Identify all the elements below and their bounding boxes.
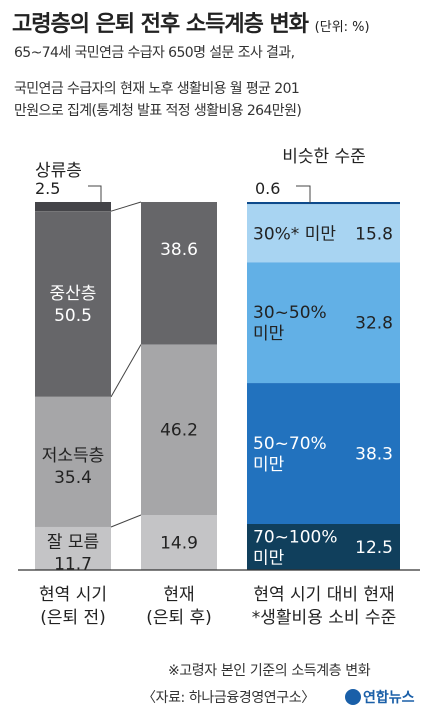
category-label-3-2: *생활비용 소비 수준 [252, 608, 396, 628]
label-spending-4-1: 70~100% [253, 528, 337, 548]
bar-before-2 [35, 211, 111, 397]
connector-line-2 [110, 344, 142, 398]
category-label-2-1: 현재 [163, 585, 194, 605]
value-spending-1: 15.8 [355, 224, 393, 244]
logo: 연합뉴스 [345, 687, 415, 707]
value-spending-3: 38.3 [355, 445, 393, 465]
logo-icon [345, 689, 361, 705]
bar-after-3 [141, 344, 217, 516]
bar-spending-4 [247, 383, 400, 524]
bar-before-3 [35, 396, 111, 527]
label-spending-2-1: 30~50% [253, 303, 327, 323]
label-spending-3-2: 미만 [253, 455, 285, 475]
label-middle-before-2: 50.5 [54, 306, 92, 326]
category-label-2-2: (은퇴 후) [146, 608, 212, 628]
label-low-before-1: 저소득층 [42, 446, 105, 466]
label-low-before-2: 35.4 [54, 468, 92, 488]
bar-after-4 [141, 515, 217, 570]
connector-line-3 [110, 514, 142, 528]
bar-spending-1 [247, 202, 400, 205]
footnote: ※고령자 본인 기준의 소득계층 변화 [168, 663, 371, 679]
category-label-1-1: 현역 시기 [39, 585, 107, 605]
chart-title: 고령층의 은퇴 전후 소득계층 변화 (단위: %) [12, 12, 370, 37]
value-low-after: 46.2 [160, 421, 198, 441]
label-middle-before-1: 중산층 [50, 284, 97, 304]
label-spending-3-1: 50~70% [253, 434, 327, 454]
value-upper-before: 2.5 [35, 179, 60, 198]
bar-spending-3 [247, 262, 400, 384]
label-unknown-before-2: 11.7 [54, 554, 92, 574]
bar-before-4 [35, 526, 111, 570]
value-spending-4: 12.5 [355, 538, 393, 558]
leader-upper [88, 185, 102, 203]
value-unknown-after: 14.9 [160, 534, 198, 554]
bar-spending-5 [247, 524, 400, 570]
leader-similar [296, 185, 311, 203]
label-spending-1-1: 30%* 미만 [253, 224, 336, 244]
label-upper-class: 상류층 [35, 161, 82, 181]
value-similar: 0.6 [255, 179, 280, 198]
value-spending-2: 32.8 [355, 314, 393, 334]
label-similar: 비슷한 수준 [282, 147, 366, 167]
category-label-3-1: 현역 시기 대비 현재 [253, 585, 394, 605]
bar-before-1 [35, 202, 111, 212]
subtitle-line-1: 65~74세 국민연금 수급자 650명 설문 조사 결과, [14, 45, 295, 61]
bar-spending-2 [247, 204, 400, 263]
value-middle-after: 38.6 [160, 240, 198, 260]
source: 〈자료: 하나금융경영연구소〉 [142, 690, 315, 706]
subtitle-line-3: 만원으로 집계(통계청 발표 적정 생활비용 264만원) [14, 103, 302, 119]
bar-after-2 [141, 202, 217, 345]
connector-line-1 [110, 201, 142, 212]
unit-label: (단위: %) [314, 20, 370, 35]
label-unknown-before-1: 잘 모름 [47, 532, 99, 552]
label-spending-2-2: 미만 [253, 324, 285, 344]
label-spending-4-2: 미만 [253, 549, 285, 569]
category-label-1-2: (은퇴 전) [40, 608, 106, 628]
subtitle-line-2: 국민연금 수급자의 현재 노후 생활비용 월 평균 201 [14, 81, 300, 97]
